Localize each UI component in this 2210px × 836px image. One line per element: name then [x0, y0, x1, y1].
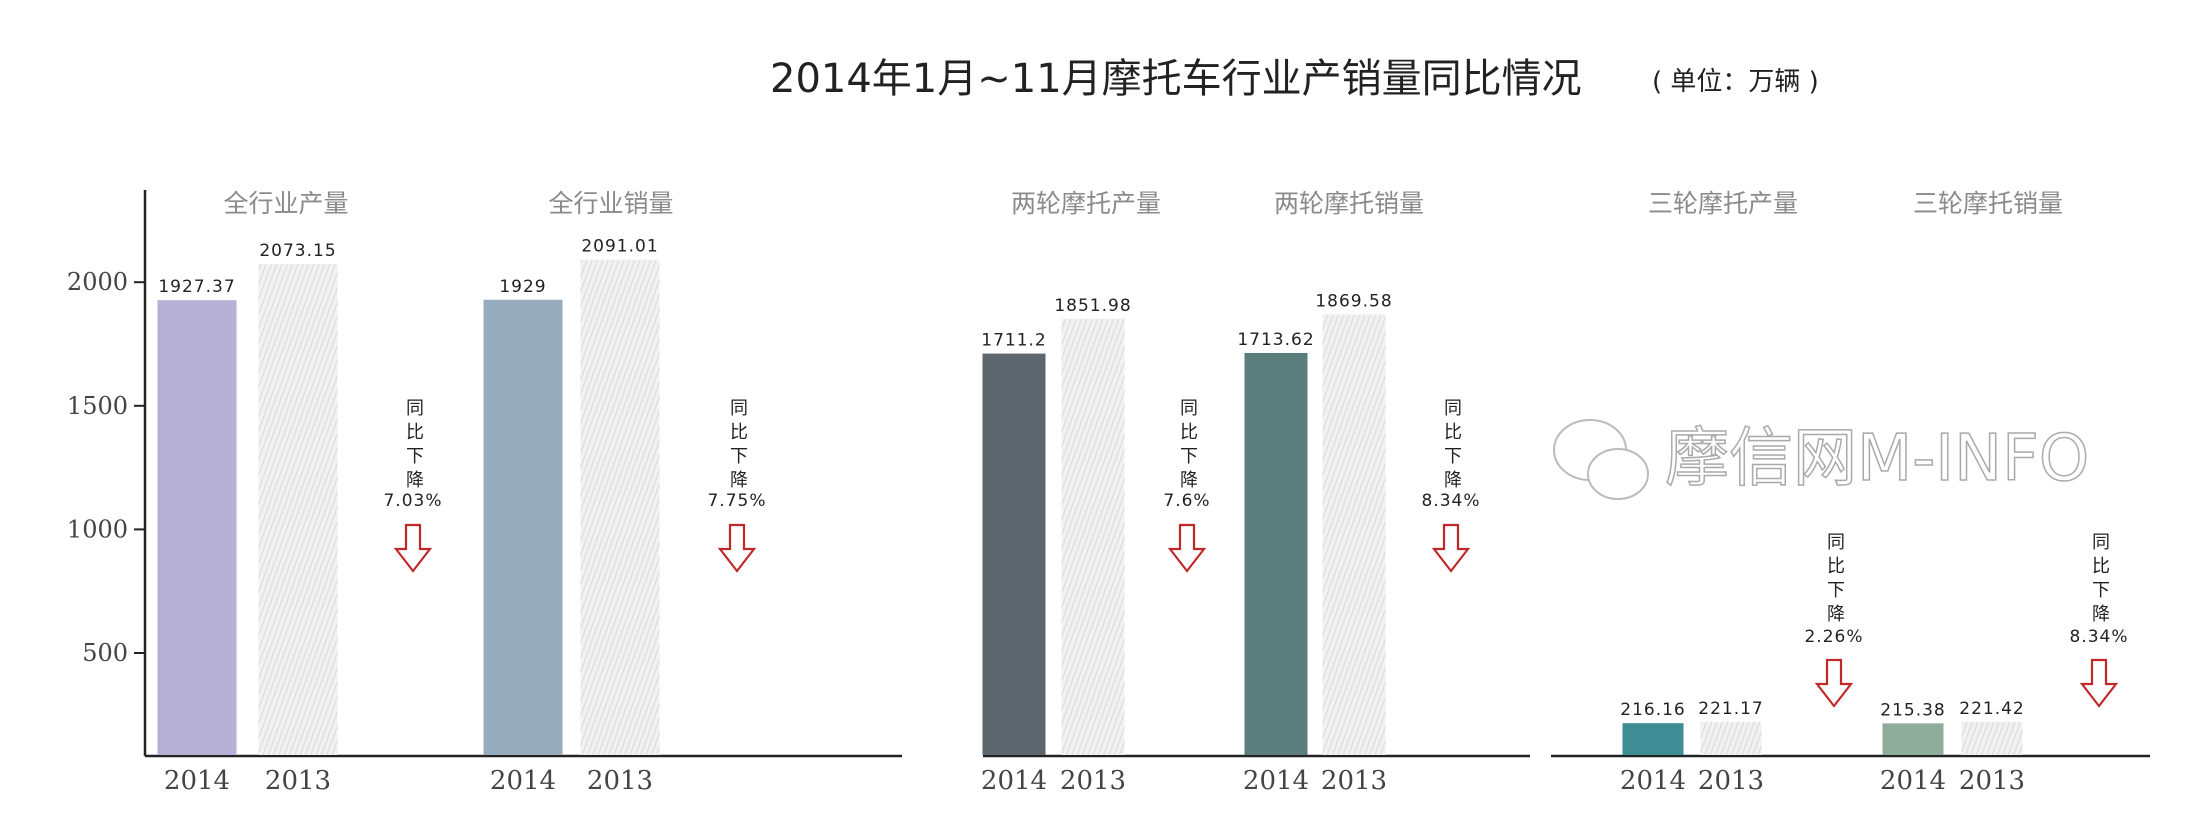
down-arrow-icon [393, 523, 433, 573]
x-tick-label: 2013 [587, 766, 653, 796]
x-tick-label: 2013 [1060, 766, 1126, 796]
panel-title: 全行业销量 [548, 189, 673, 218]
y-tick-label: 1000 [67, 515, 128, 543]
change-percent: 7.03% [383, 491, 442, 511]
unit-note: ( 单位：万辆 ) [1652, 67, 1819, 97]
bar-2013 [580, 259, 660, 755]
down-arrow-icon [1167, 523, 1207, 573]
x-tick-label: 2014 [490, 766, 556, 796]
data-label: 215.38 [1880, 700, 1945, 720]
wechat-icon-small [1587, 448, 1649, 500]
x-tick-label: 2013 [1321, 766, 1387, 796]
bar-2013 [258, 264, 338, 755]
change-percent: 2.26% [1804, 627, 1863, 647]
data-label: 2073.15 [259, 241, 336, 261]
x-tick-label: 2013 [265, 766, 331, 796]
change-percent: 8.34% [2069, 627, 2128, 647]
x-tick-label: 2014 [1620, 766, 1686, 796]
panel-title: 两轮摩托产量 [1011, 189, 1161, 218]
bar-2014 [1622, 723, 1684, 755]
data-label: 1929 [499, 277, 546, 297]
data-label: 1927.37 [158, 277, 235, 297]
bar-2014 [483, 299, 563, 755]
bar-2014 [157, 300, 237, 755]
decline-label: 同比下降 [1441, 398, 1462, 494]
decline-label: 同比下降 [727, 398, 748, 494]
decline-label: 同比下降 [1824, 532, 1845, 628]
data-label: 1711.2 [981, 331, 1046, 351]
decline-label: 同比下降 [2089, 532, 2110, 628]
x-tick-label: 2013 [1959, 766, 2025, 796]
x-tick-label: 2014 [1880, 766, 1946, 796]
y-tick-label: 500 [82, 639, 128, 667]
panel-title: 三轮摩托销量 [1913, 189, 2063, 218]
down-arrow-icon [1431, 523, 1471, 573]
y-tick-label: 1500 [67, 392, 128, 420]
data-label: 216.16 [1620, 700, 1685, 720]
bar-2013 [1061, 318, 1125, 755]
data-label: 1851.98 [1054, 296, 1131, 316]
x-tick-label: 2014 [164, 766, 230, 796]
data-label: 1713.62 [1237, 330, 1314, 350]
bar-2013 [1322, 314, 1386, 755]
bar-2013 [1961, 721, 2023, 755]
bar-2013 [1700, 721, 1762, 755]
x-tick-label: 2013 [1698, 766, 1764, 796]
down-arrow-icon [2079, 658, 2119, 708]
y-tick-label: 2000 [67, 268, 128, 296]
watermark: 摩信网M-INFO [1665, 422, 2089, 496]
data-label: 221.17 [1698, 699, 1763, 719]
x-tick-label: 2014 [981, 766, 1047, 796]
bar-2014 [1244, 352, 1308, 755]
bar-2014 [1882, 723, 1944, 755]
panel-title: 全行业产量 [223, 189, 348, 218]
change-percent: 8.34% [1421, 491, 1480, 511]
change-percent: 7.75% [707, 491, 766, 511]
data-label: 221.42 [1959, 699, 2024, 719]
down-arrow-icon [1814, 658, 1854, 708]
data-label: 1869.58 [1315, 291, 1392, 311]
chart-title: 2014年1月~11月摩托车行业产销量同比情况 [770, 56, 1582, 102]
bar-2014 [982, 353, 1046, 755]
decline-label: 同比下降 [1177, 398, 1198, 494]
data-label: 2091.01 [581, 237, 658, 257]
decline-label: 同比下降 [403, 398, 424, 494]
change-percent: 7.6% [1163, 491, 1210, 511]
down-arrow-icon [717, 523, 757, 573]
panel-title: 两轮摩托销量 [1274, 189, 1424, 218]
x-tick-label: 2014 [1243, 766, 1309, 796]
panel-title: 三轮摩托产量 [1648, 189, 1798, 218]
